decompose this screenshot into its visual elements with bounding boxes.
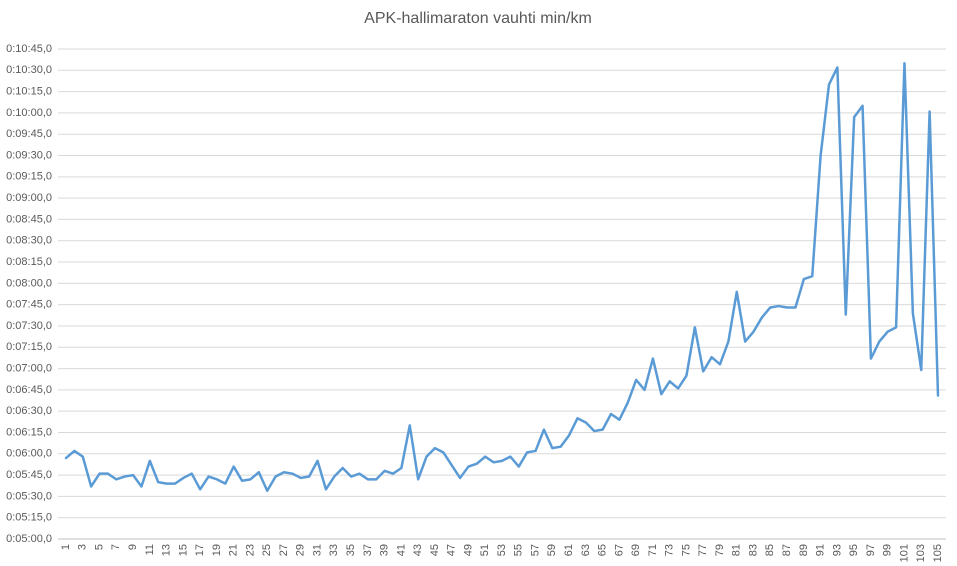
x-tick-label: 87 [781,544,793,556]
y-tick-label: 0:06:00,0 [6,448,52,460]
y-tick-label: 0:05:00,0 [6,533,52,545]
x-tick-label: 97 [865,544,877,556]
x-tick-label: 21 [228,544,240,556]
y-tick-label: 0:06:30,0 [6,405,52,417]
x-tick-label: 105 [932,544,944,562]
y-tick-label: 0:06:45,0 [6,384,52,396]
x-tick-label: 93 [831,544,843,556]
x-tick-label: 83 [747,544,759,556]
y-tick-label: 0:08:15,0 [6,256,52,268]
x-tick-label: 1 [60,544,72,550]
y-tick-label: 0:09:15,0 [6,171,52,183]
x-tick-label: 63 [580,544,592,556]
x-tick-label: 55 [513,544,525,556]
y-tick-label: 0:10:45,0 [6,43,52,55]
y-tick-label: 0:07:15,0 [6,341,52,353]
x-tick-label: 3 [77,544,89,550]
y-tick-label: 0:10:00,0 [6,107,52,119]
x-tick-label: 29 [295,544,307,556]
x-tick-label: 101 [898,544,910,562]
x-tick-label: 45 [429,544,441,556]
x-tick-label: 51 [479,544,491,556]
x-tick-label: 31 [311,544,323,556]
x-tick-label: 67 [613,544,625,556]
x-tick-label: 61 [563,544,575,556]
y-tick-label: 0:05:15,0 [6,512,52,524]
x-tick-label: 57 [529,544,541,556]
y-tick-label: 0:05:45,0 [6,469,52,481]
y-tick-label: 0:07:00,0 [6,362,52,374]
x-tick-label: 41 [395,544,407,556]
x-tick-label: 53 [496,544,508,556]
x-tick-label: 89 [798,544,810,556]
y-tick-label: 0:07:30,0 [6,320,52,332]
x-tick-label: 9 [127,544,139,550]
y-tick-label: 0:07:45,0 [6,299,52,311]
x-tick-label: 103 [915,544,927,562]
x-tick-label: 7 [110,544,122,550]
x-tick-label: 33 [328,544,340,556]
x-tick-label: 25 [261,544,273,556]
x-tick-label: 91 [815,544,827,556]
x-tick-label: 73 [664,544,676,556]
x-tick-label: 17 [194,544,206,556]
y-tick-label: 0:06:15,0 [6,426,52,438]
x-tick-label: 49 [462,544,474,556]
x-tick-label: 43 [412,544,424,556]
x-tick-label: 11 [144,544,156,555]
y-tick-label: 0:05:30,0 [6,490,52,502]
x-tick-label: 85 [764,544,776,556]
x-tick-label: 35 [345,544,357,556]
x-tick-label: 23 [244,544,256,556]
y-tick-label: 0:08:45,0 [6,213,52,225]
x-tick-label: 81 [731,544,743,556]
x-tick-label: 19 [211,544,223,556]
y-tick-label: 0:09:45,0 [6,128,52,140]
x-tick-label: 99 [882,544,894,556]
x-tick-label: 59 [546,544,558,556]
x-tick-label: 39 [379,544,391,556]
x-tick-label: 79 [714,544,726,556]
chart-title: APK-hallimaraton vauhti min/km [364,10,592,27]
x-tick-label: 95 [848,544,860,556]
y-tick-label: 0:08:00,0 [6,277,52,289]
x-tick-label: 77 [697,544,709,556]
y-tick-label: 0:09:00,0 [6,192,52,204]
x-tick-label: 15 [177,544,189,556]
x-tick-label: 75 [680,544,692,556]
y-tick-label: 0:10:30,0 [6,64,52,76]
x-tick-label: 47 [446,544,458,556]
x-tick-label: 37 [362,544,374,556]
x-tick-label: 65 [597,544,609,556]
data-line [64,61,940,492]
x-tick-label: 27 [278,544,290,556]
y-tick-label: 0:10:15,0 [6,86,52,98]
x-tick-label: 5 [93,544,105,550]
y-tick-label: 0:08:30,0 [6,235,52,247]
x-tick-label: 71 [647,544,659,556]
x-tick-label: 13 [161,544,173,556]
x-tick-label: 69 [630,544,642,556]
y-tick-label: 0:09:30,0 [6,149,52,161]
